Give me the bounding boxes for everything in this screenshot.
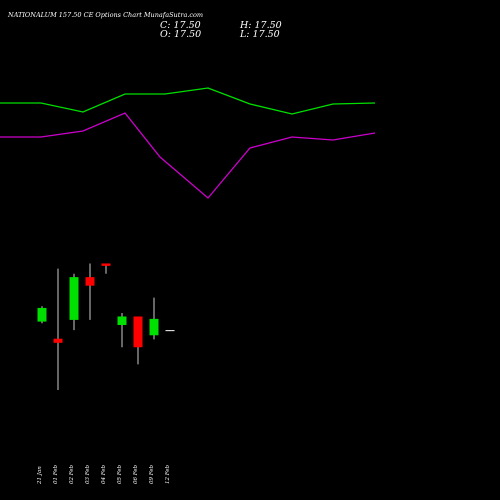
- x-tick-label: 04 Feb: [101, 464, 107, 484]
- high-readout: H: 17.50: [239, 20, 282, 31]
- candle-body: [117, 316, 127, 326]
- x-tick-label: 05 Feb: [117, 464, 123, 484]
- low-readout: L: 17.50: [239, 29, 280, 40]
- x-tick-label: 21 Jan: [37, 466, 43, 485]
- candles: [37, 263, 175, 390]
- candle-6: [117, 313, 127, 348]
- candle-body: [69, 277, 79, 320]
- x-tick-label: 03 Feb: [85, 464, 91, 484]
- close-readout: C: 17.50: [160, 20, 201, 31]
- x-tick-label: 06 Feb: [133, 464, 139, 484]
- candle-8: [149, 297, 159, 340]
- candle-7: [133, 316, 143, 365]
- x-tick-label: 01 Feb: [53, 464, 59, 484]
- candle-9: [165, 330, 175, 332]
- candle-body: [165, 330, 175, 332]
- indicator-line-2: [0, 112, 376, 199]
- chart-title: NATIONALUM 157.50 CE Options Chart Munaf…: [7, 11, 203, 19]
- candle-body: [53, 338, 63, 343]
- candle-body: [101, 263, 111, 266]
- indicator-lines: [0, 87, 376, 199]
- open-readout: O: 17.50: [160, 29, 201, 40]
- candle-body: [85, 277, 95, 286]
- x-tick-label: 02 Feb: [69, 464, 75, 484]
- candle-body: [37, 307, 47, 322]
- candle-2: [53, 268, 63, 390]
- candle-3: [69, 273, 79, 331]
- x-tick-label: 09 Feb: [149, 464, 155, 484]
- candle-body: [133, 316, 143, 348]
- candle-1: [37, 306, 47, 324]
- candle-body: [149, 318, 159, 336]
- candle-4: [85, 263, 95, 320]
- x-tick-label: 12 Feb: [165, 464, 171, 484]
- indicator-line-1: [0, 87, 376, 115]
- x-axis-ticks: 21 Jan 01 Feb 02 Feb 03 Feb 04 Feb 05 Feb 06 F…: [37, 464, 171, 485]
- candle-5: [101, 263, 111, 274]
